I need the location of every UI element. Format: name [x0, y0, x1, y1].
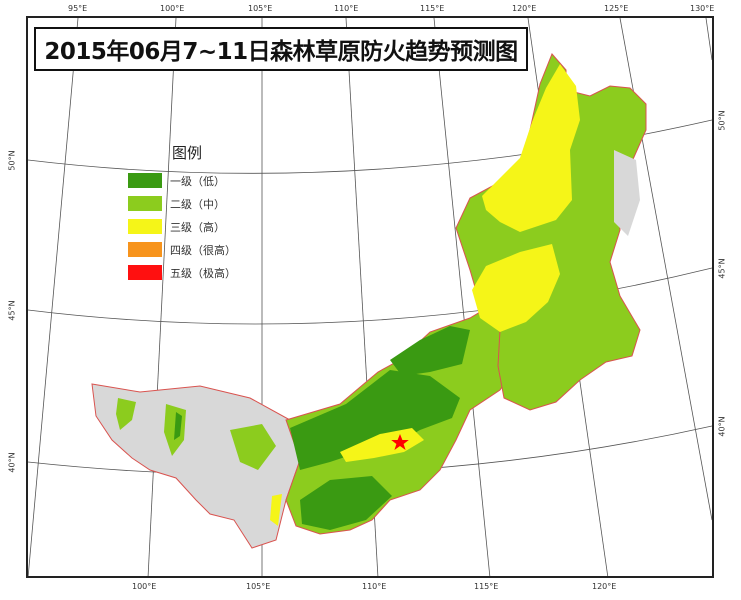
level-3-swatch: [128, 219, 162, 234]
meridian-95: [27, 17, 79, 579]
legend-row: 二级（中）: [128, 192, 268, 215]
tick-top-lon: 110°E: [334, 4, 359, 13]
tick-bottom-lon: 115°E: [474, 582, 499, 591]
central-yellow-strip: [340, 428, 424, 462]
tick-top-lon: 120°E: [512, 4, 537, 13]
northeast-yellow-north: [482, 64, 580, 232]
legend-row: 四级（很高）: [128, 238, 268, 261]
western-region: [91, 383, 301, 549]
tick-top-lon: 125°E: [604, 4, 629, 13]
northeast-dark-green: [390, 326, 470, 376]
legend: 图例 一级（低） 二级（中） 三级（高） 四级（很高） 五级（极高）: [128, 142, 268, 284]
western-yellow-patch: [270, 494, 282, 526]
central-dark-green: [290, 370, 460, 470]
tick-bottom-lon: 100°E: [132, 582, 157, 591]
legend-row: 三级（高）: [128, 215, 268, 238]
tick-left-lat: 40°N: [7, 452, 17, 473]
meridian-100: [147, 17, 177, 579]
tick-right-lat: 50°N: [717, 110, 727, 131]
legend-label: 二级（中）: [170, 197, 225, 211]
level-2-swatch: [128, 196, 162, 211]
legend-label: 一级（低）: [170, 174, 225, 188]
tick-top-lon: 115°E: [420, 4, 445, 13]
tick-top-lon: 130°E: [690, 4, 715, 13]
western-green-patch: [230, 424, 276, 470]
tick-top-lon: 95°E: [68, 4, 88, 13]
legend-label: 四级（很高）: [170, 243, 236, 257]
tick-bottom-lon: 110°E: [362, 582, 387, 591]
meridian-115: [433, 17, 491, 579]
western-green-patch: [174, 412, 182, 440]
tick-left-lat: 45°N: [7, 300, 17, 321]
legend-label: 三级（高）: [170, 220, 225, 234]
star-icon: [391, 434, 409, 450]
legend-row: 一级（低）: [128, 169, 268, 192]
western-green-patch: [116, 398, 136, 430]
legend-row: 五级（极高）: [128, 261, 268, 284]
tick-bottom-lon: 120°E: [592, 582, 617, 591]
tick-left-lat: 50°N: [7, 150, 17, 171]
tick-top-lon: 105°E: [248, 4, 273, 13]
southern-green: [300, 476, 392, 530]
level-5-swatch: [128, 265, 162, 280]
map-frame-border: [26, 16, 714, 578]
northeast-yellow-mid: [472, 244, 560, 332]
map-title: 2015年06月7~11日森林草原防火趋势预测图: [44, 39, 518, 65]
tick-top-lon: 100°E: [160, 4, 185, 13]
legend-label: 五级（极高）: [170, 266, 236, 280]
tick-right-lat: 45°N: [717, 258, 727, 279]
tick-right-lat: 40°N: [717, 416, 727, 437]
tick-bottom-lon: 105°E: [246, 582, 271, 591]
northeast-grey-east: [614, 150, 640, 236]
inner-mongolia-region: [91, 53, 647, 549]
meridian-130: [705, 17, 713, 61]
map-title-box: 2015年06月7~11日森林草原防火趋势预测图: [34, 27, 528, 71]
level-1-swatch: [128, 173, 162, 188]
level-4-swatch: [128, 242, 162, 257]
legend-title: 图例: [172, 144, 203, 162]
